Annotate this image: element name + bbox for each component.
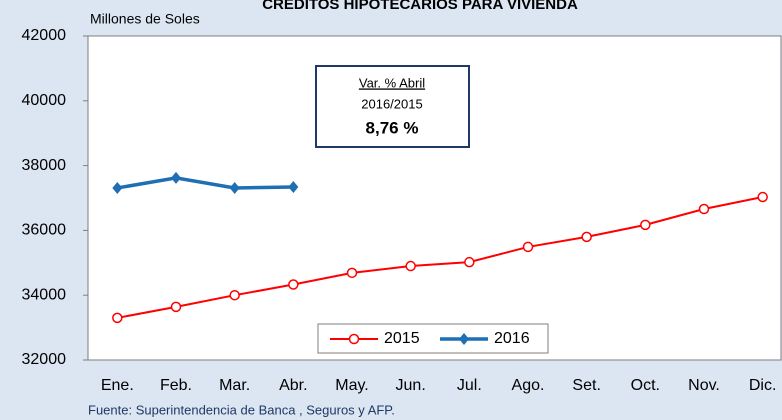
y-tick-label: 36000 [22,222,67,239]
y-tick-label: 42000 [22,27,67,44]
y-axis-label: Millones de Soles [90,11,200,27]
marker [229,181,240,194]
y-tick-label: 38000 [22,157,67,174]
chart-title: CRÉDITOS HIPOTECARIOS PARA VIVIENDA [262,0,578,13]
marker [346,267,358,279]
x-tick-label: Jun. [396,377,426,394]
marker [581,231,592,243]
marker [288,180,299,193]
marker [405,260,416,272]
legend-label: 2016 [494,330,530,347]
marker [171,171,181,184]
annotation-value: 8,76 % [366,118,419,137]
x-tick-label: Ene. [101,377,134,394]
marker [288,279,299,290]
marker [112,312,123,324]
x-tick-label: Nov. [688,377,720,394]
marker [170,301,182,313]
marker [757,191,768,203]
annotation-box [315,65,470,148]
x-tick-label: May. [335,377,368,394]
annotation-period: 2016/2015 [361,96,422,111]
y-tick-label: 40000 [22,92,67,109]
x-tick-label: Ago. [512,377,545,394]
x-tick-label: Mar. [219,377,250,394]
annotation-heading: Var. % Abril [359,75,425,90]
legend-label: 2015 [384,330,420,347]
x-tick-label: Abr. [279,377,307,394]
x-tick-label: Dic. [749,377,777,394]
y-tick-label: 32000 [22,351,67,368]
marker [464,256,475,268]
source: Fuente: Superintendencia de Banca , Segu… [88,402,395,417]
y-tick-label: 34000 [22,286,67,303]
x-tick-label: Feb. [160,377,192,394]
x-tick-label: Oct. [631,377,660,394]
marker [229,289,240,301]
marker [348,333,360,345]
marker [112,181,123,194]
series-line [117,196,763,319]
x-tick-label: Jul. [457,377,482,394]
marker [522,241,534,253]
marker [640,219,651,231]
marker [698,203,710,215]
x-tick-label: Set. [572,377,600,394]
marker [459,333,469,345]
series-line [117,176,294,190]
